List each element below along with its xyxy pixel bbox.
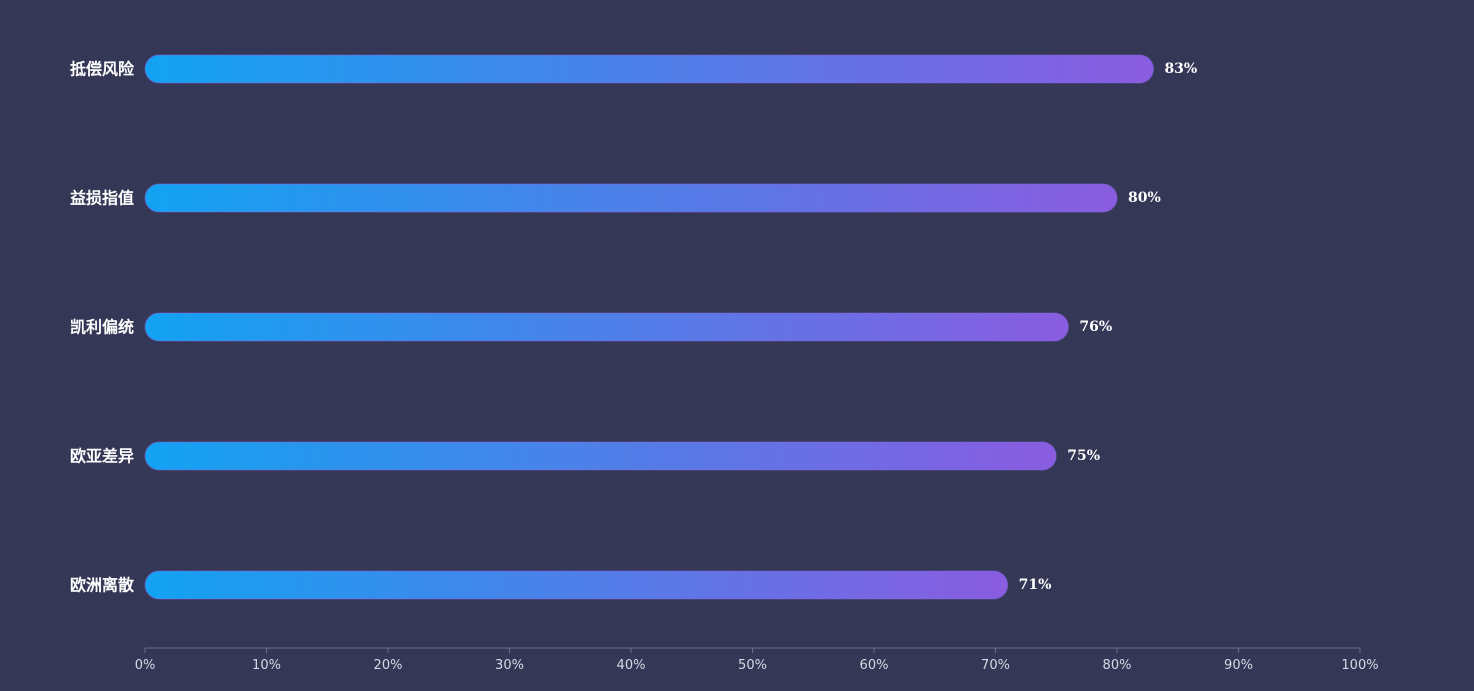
x-tick-label: 100% (1341, 658, 1378, 673)
x-tick-label: 60% (860, 658, 889, 673)
value-label: 80% (1128, 190, 1161, 206)
x-tick-label: 20% (374, 658, 403, 673)
category-label: 抵偿风险 (70, 60, 135, 79)
category-label: 凯利偏统 (70, 318, 134, 337)
category-label: 欧洲离散 (70, 576, 135, 595)
x-tick-label: 70% (981, 658, 1010, 673)
bars-layer: 抵偿风险 83% 益损指值 80% 凯利偏统 76% 欧亚差异 75% 欧洲离散 71% (70, 54, 1197, 600)
x-tick-label: 0% (135, 658, 156, 673)
bar (144, 54, 1154, 84)
x-tick-label: 30% (495, 658, 524, 673)
value-label: 83% (1164, 61, 1197, 77)
x-axis: 0% 10% 20% 30% 40% 50% 60% 70% 80% 90% 100% (135, 647, 1379, 673)
x-tick-label: 10% (252, 658, 281, 673)
value-label: 76% (1079, 319, 1112, 335)
x-tick-label: 80% (1103, 658, 1132, 673)
category-label: 益损指值 (70, 189, 134, 208)
x-tick-label: 90% (1224, 658, 1253, 673)
bar (144, 183, 1118, 213)
bar (144, 570, 1009, 600)
value-label: 75% (1067, 448, 1100, 464)
bar (144, 312, 1069, 342)
x-tick-label: 50% (738, 658, 767, 673)
x-tick-label: 40% (617, 658, 646, 673)
category-label: 欧亚差异 (70, 447, 134, 466)
bar (144, 441, 1057, 471)
value-label: 71% (1019, 577, 1052, 593)
